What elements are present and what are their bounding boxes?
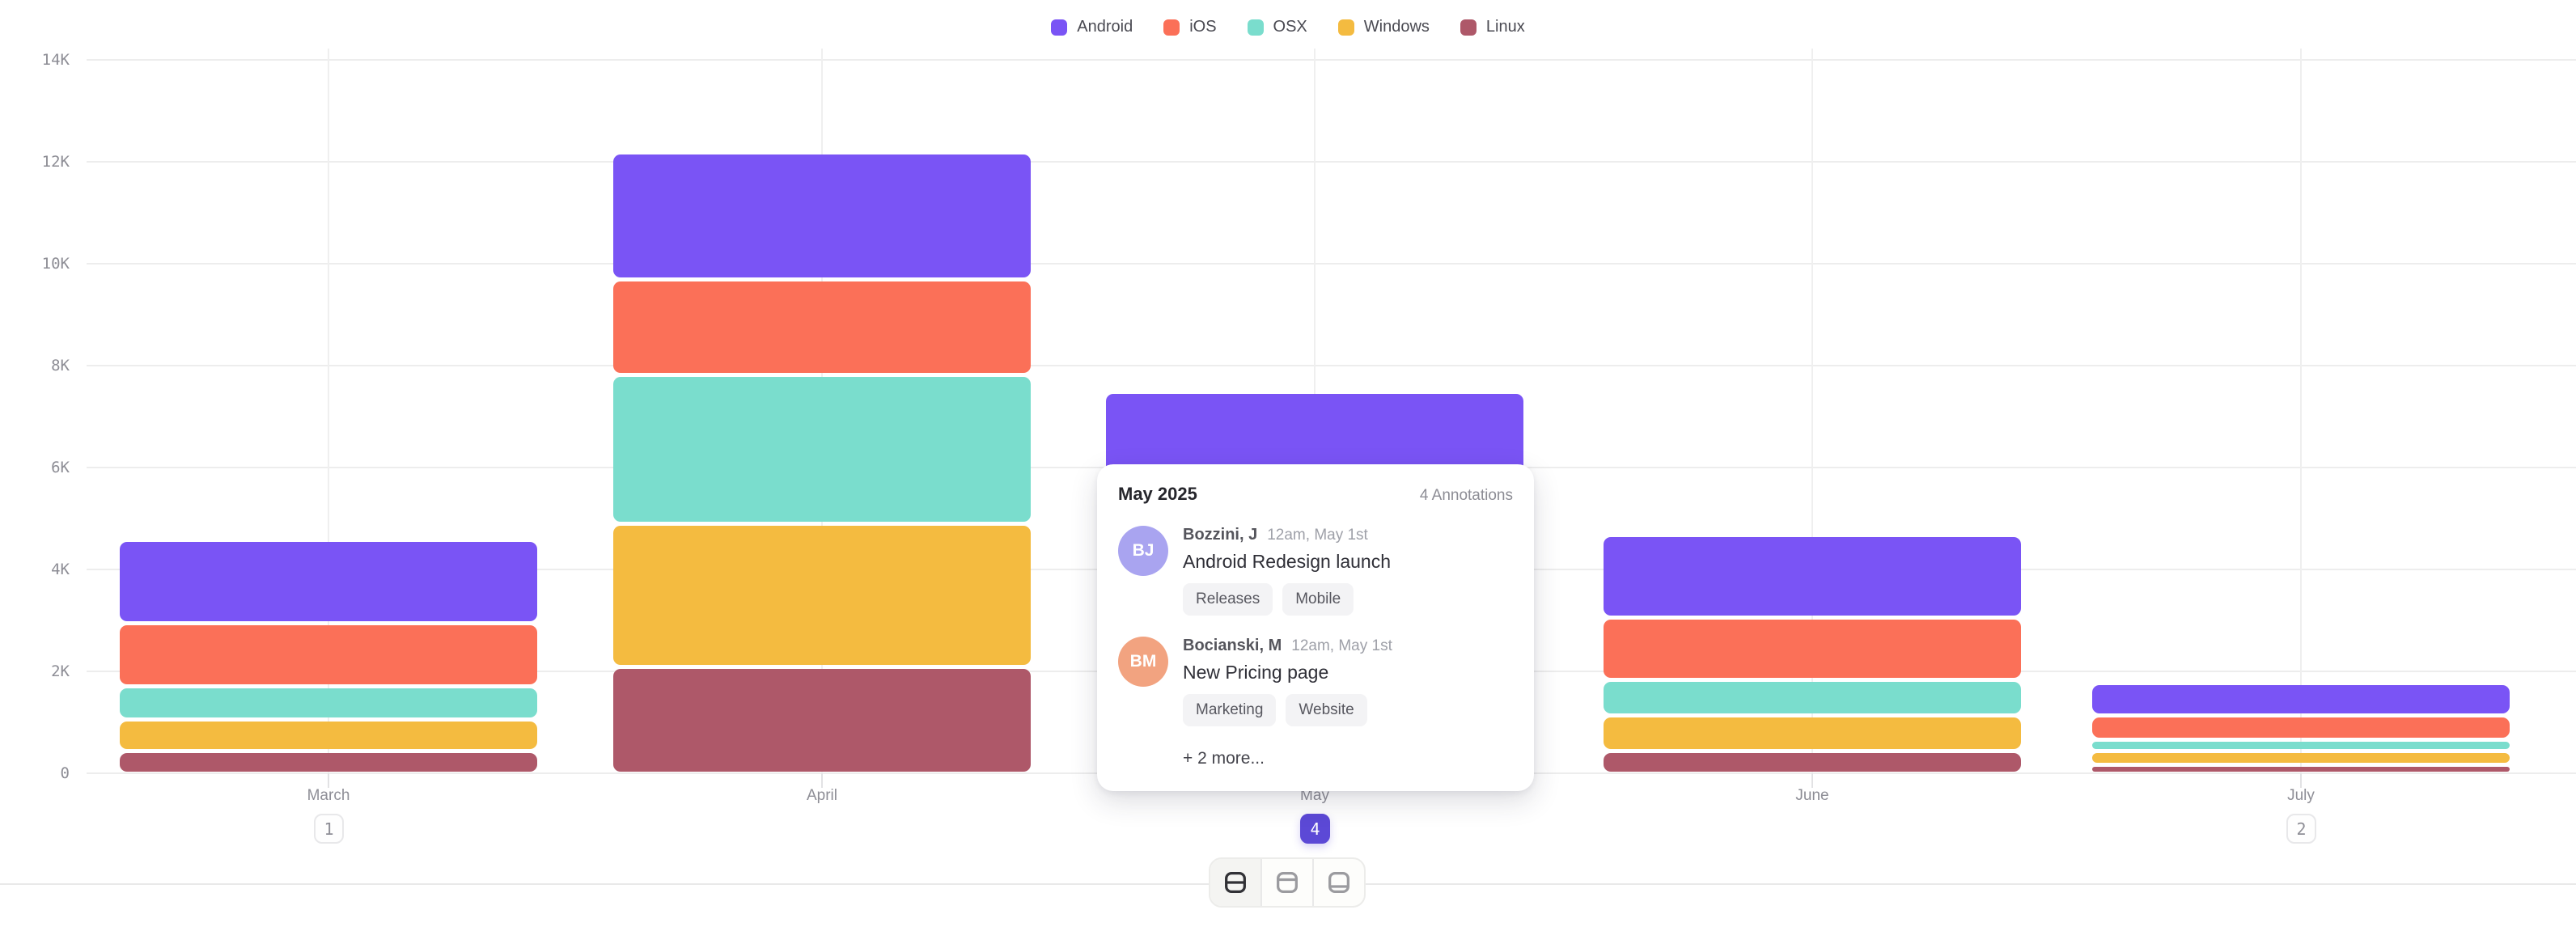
show-more-annotations-link[interactable]: + 2 more... [1183,749,1265,768]
y-axis-tick-label: 12K [41,153,70,171]
tag-pill[interactable]: Marketing [1183,694,1277,726]
legend-label: OSX [1273,18,1307,36]
avatar-initials: BM [1129,652,1157,671]
legend-label: Android [1077,18,1133,36]
y-axis-tick-label: 0 [60,764,70,782]
bar-segment-android-april[interactable] [613,154,1031,278]
chart-legend: Android iOS OSX Windows Linux [0,18,2576,36]
x-axis-tick [2300,773,2302,788]
bar-segment-osx-july[interactable] [2092,741,2510,749]
split-top-icon [1277,872,1298,893]
legend-swatch-linux [1460,19,1477,36]
split-bottom-icon [1328,872,1349,893]
x-axis-label-june: June [1795,787,1829,804]
y-axis-tick-label: 6K [51,459,70,476]
tooltip-title: May 2025 [1118,484,1197,504]
annotation-tags: Marketing Website [1183,694,1513,726]
legend-swatch-ios [1163,19,1180,36]
annotation-tooltip: May 2025 4 Annotations BJ Bozzini, J 12a… [1097,464,1534,791]
bar-segment-windows-july[interactable] [2092,752,2510,763]
bar-segment-windows-june[interactable] [1604,717,2021,749]
tag-pill[interactable]: Mobile [1282,583,1354,616]
avatar: BJ [1118,526,1168,576]
bar-segment-linux-july[interactable] [2092,766,2510,772]
annotation-author: Bocianski, M [1183,637,1282,654]
tooltip-annotation-count: 4 Annotations [1419,487,1513,504]
y-axis-tick-label: 14K [41,51,70,69]
annotation-item[interactable]: BJ Bozzini, J 12am, May 1st Android Rede… [1118,526,1513,616]
bar-segment-ios-july[interactable] [2092,717,2510,738]
bar-segment-osx-june[interactable] [1604,681,2021,714]
bar-segment-ios-april[interactable] [613,281,1031,373]
x-axis-tick [1811,773,1813,788]
y-axis-tick-label: 2K [51,662,70,680]
x-axis-label-april: April [806,787,837,804]
x-axis-tick [821,773,823,788]
y-axis-tick-label: 4K [51,561,70,578]
legend-label: Linux [1485,18,1525,36]
legend-swatch-android [1051,19,1068,36]
avatar: BM [1118,637,1168,687]
annotation-position-bottom-button[interactable] [1312,859,1364,906]
annotation-position-toggle [1209,857,1366,908]
x-axis-label-march: March [307,787,350,804]
bar-segment-android-june[interactable] [1604,537,2021,616]
bar-segment-windows-april[interactable] [613,525,1031,665]
gridline-x-march [328,49,329,773]
gridline-x-june [1811,49,1813,773]
annotation-meta: Bozzini, J 12am, May 1st [1183,526,1513,544]
avatar-initials: BJ [1132,541,1155,560]
y-axis-tick-label: 10K [41,255,70,273]
annotation-item[interactable]: BM Bocianski, M 12am, May 1st New Pricin… [1118,637,1513,726]
annotation-timestamp: 12am, May 1st [1291,637,1392,654]
x-axis-label-july: July [2287,787,2315,804]
bar-segment-windows-march[interactable] [120,721,537,750]
bar-segment-linux-march[interactable] [120,753,537,772]
gridline-y-8K [87,365,2576,366]
annotation-text: Android Redesign launch [1183,551,1392,572]
bar-segment-linux-april[interactable] [613,668,1031,772]
legend-item-osx[interactable]: OSX [1247,18,1307,36]
bar-segment-ios-march[interactable] [120,625,537,684]
annotation-text: New Pricing page [1183,662,1329,683]
bar-segment-linux-june[interactable] [1604,752,2021,772]
annotation-position-top-button[interactable] [1260,859,1312,906]
x-axis-tick [328,773,329,788]
legend-swatch-osx [1247,19,1264,36]
split-middle-icon [1225,872,1246,893]
annotation-author: Bozzini, J [1183,526,1258,544]
annotation-body: Bozzini, J 12am, May 1st Android Redesig… [1183,526,1513,616]
annotation-meta: Bocianski, M 12am, May 1st [1183,637,1513,655]
legend-item-ios[interactable]: iOS [1163,18,1217,36]
annotation-tags: Releases Mobile [1183,583,1513,616]
gridline-y-14K [87,59,2576,61]
x-axis-label-may: May [1300,787,1329,804]
tag-pill[interactable]: Releases [1183,583,1273,616]
tooltip-header: May 2025 4 Annotations [1118,484,1513,505]
bar-segment-ios-june[interactable] [1604,619,2021,678]
legend-item-android[interactable]: Android [1051,18,1133,36]
y-axis-tick-label: 8K [51,357,70,375]
legend-swatch-windows [1337,19,1354,36]
bar-segment-osx-march[interactable] [120,688,537,717]
annotation-count-badge-may[interactable]: 4 [1300,814,1330,844]
annotation-position-middle-button[interactable] [1210,859,1260,906]
gridline-y-12K [87,161,2576,163]
gridline-x-july [2300,49,2302,773]
bar-segment-android-july[interactable] [2092,685,2510,713]
annotation-count-badge-march[interactable]: 1 [314,814,344,844]
bar-segment-osx-april[interactable] [613,376,1031,522]
annotation-count-badge-july[interactable]: 2 [2286,814,2316,844]
legend-label: iOS [1189,18,1217,36]
bar-segment-android-march[interactable] [120,541,537,622]
legend-item-windows[interactable]: Windows [1337,18,1430,36]
gridline-y-10K [87,263,2576,265]
annotation-body: Bocianski, M 12am, May 1st New Pricing p… [1183,637,1513,726]
legend-label: Windows [1363,18,1430,36]
legend-item-linux[interactable]: Linux [1460,18,1525,36]
tag-pill[interactable]: Website [1286,694,1367,726]
annotation-timestamp: 12am, May 1st [1267,527,1368,544]
